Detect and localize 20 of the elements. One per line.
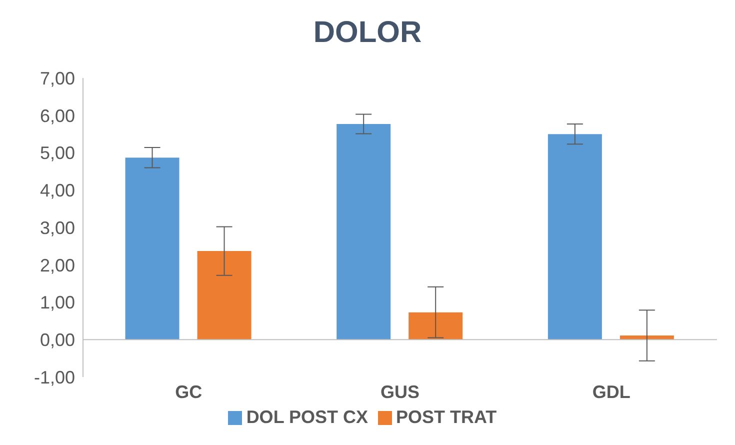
y-tick-label: 0,00	[40, 330, 75, 350]
y-tick-label: 6,00	[40, 106, 75, 126]
y-tick-label: 1,00	[40, 292, 75, 313]
x-tick-label: GDL	[592, 382, 630, 402]
y-tick-label: 3,00	[40, 218, 75, 238]
y-tick-label: 5,00	[40, 143, 75, 164]
bar	[197, 251, 252, 340]
bar	[408, 312, 463, 340]
bar	[548, 134, 602, 340]
y-tick-label: 2,00	[40, 255, 75, 276]
y-tick-label: 4,00	[40, 180, 75, 201]
bar	[125, 158, 180, 340]
legend-label: DOL POST CX	[246, 407, 368, 427]
x-tick-label: GUS	[380, 382, 420, 402]
chart-title: DOLOR	[312, 15, 423, 51]
x-tick-label: GC	[175, 382, 202, 402]
y-tick-label: -1,00	[34, 367, 75, 388]
legend-label: POST TRAT	[396, 407, 497, 427]
y-tick-label: 7,00	[40, 68, 75, 88]
bar	[336, 124, 391, 340]
